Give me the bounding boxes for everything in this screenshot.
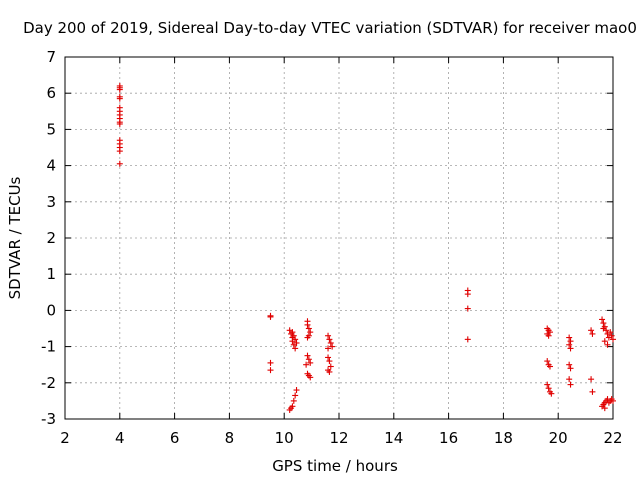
data-point	[567, 338, 574, 345]
data-point	[325, 354, 332, 361]
y-tick-label: 7	[46, 48, 56, 66]
y-axis-label: SDTVAR / TECUs	[6, 176, 24, 299]
data-point	[610, 397, 616, 404]
data-point	[327, 339, 334, 346]
data-point	[545, 332, 552, 339]
data-point	[567, 381, 574, 388]
data-point	[326, 336, 333, 343]
data-point	[599, 316, 606, 323]
data-point	[116, 160, 123, 167]
y-tick-label: -3	[41, 410, 56, 428]
data-point	[326, 358, 333, 365]
data-point	[588, 376, 595, 383]
data-point	[305, 356, 312, 363]
data-point	[464, 291, 471, 298]
x-tick-label: 20	[549, 429, 568, 447]
y-tick-label: 5	[46, 120, 56, 138]
data-point	[289, 329, 296, 336]
data-point	[567, 365, 574, 372]
data-point	[293, 339, 300, 346]
y-tick-label: -2	[41, 374, 56, 392]
data-point	[566, 361, 573, 368]
data-point	[290, 332, 297, 339]
data-point	[600, 320, 607, 327]
x-tick-label: 14	[384, 429, 403, 447]
data-point	[566, 376, 573, 383]
data-point	[292, 345, 299, 352]
y-tick-label: 0	[46, 301, 56, 319]
data-point	[267, 359, 274, 366]
data-point	[267, 313, 274, 320]
data-point	[304, 321, 311, 328]
data-point	[567, 345, 574, 352]
y-tick-label: 6	[46, 84, 56, 102]
y-tick-label: 4	[46, 157, 56, 175]
data-point	[607, 329, 614, 336]
x-tick-label: 2	[60, 429, 70, 447]
x-tick-label: 10	[275, 429, 294, 447]
data-point	[289, 403, 296, 410]
data-point	[267, 367, 274, 374]
x-axis: 2 4 6 8 10 12 14 16 18 20 22	[60, 57, 623, 447]
x-tick-label: 6	[170, 429, 180, 447]
data-point	[608, 332, 615, 339]
data-point	[566, 341, 573, 348]
y-tick-label: 1	[46, 265, 56, 283]
data-point	[305, 325, 312, 332]
y-tick-label: -1	[41, 338, 56, 356]
data-point	[116, 86, 123, 93]
data-point	[544, 381, 551, 388]
data-point	[307, 329, 314, 336]
data-point	[589, 388, 596, 395]
data-point	[293, 387, 300, 394]
data-point	[325, 345, 332, 352]
data-point	[588, 327, 595, 334]
data-point	[601, 405, 608, 412]
data-point	[464, 336, 471, 343]
y-axis: -3 -2 -1 0 1 2 3 4 5 6 7	[41, 48, 613, 428]
x-tick-label: 18	[494, 429, 513, 447]
data-point	[327, 363, 334, 370]
y-tick-label: 3	[46, 193, 56, 211]
x-tick-label: 8	[225, 429, 235, 447]
data-point	[292, 392, 299, 399]
data-points	[116, 82, 616, 413]
chart-title: Day 200 of 2019, Sidereal Day-to-day VTE…	[23, 19, 637, 37]
grid-layer	[65, 57, 613, 419]
data-point	[325, 332, 332, 339]
x-tick-label: 22	[603, 429, 622, 447]
data-point	[116, 148, 123, 155]
data-point	[589, 330, 596, 337]
data-point	[304, 352, 311, 359]
data-point	[116, 95, 123, 102]
data-point	[544, 358, 551, 365]
data-point	[304, 334, 311, 341]
data-point	[303, 361, 310, 368]
data-point	[548, 390, 555, 397]
x-axis-label: GPS time / hours	[272, 457, 398, 475]
data-point	[604, 341, 611, 348]
data-point	[326, 368, 333, 375]
x-tick-label: 12	[329, 429, 348, 447]
data-point	[601, 338, 608, 345]
data-point	[116, 120, 123, 127]
data-point	[329, 343, 336, 350]
data-point	[600, 325, 607, 332]
data-point	[566, 334, 573, 341]
data-point	[546, 363, 553, 370]
data-point	[545, 385, 552, 392]
data-point	[307, 359, 314, 366]
x-tick-label: 4	[115, 429, 125, 447]
y-tick-label: 2	[46, 229, 56, 247]
data-point	[307, 374, 314, 381]
data-point	[464, 305, 471, 312]
data-point	[290, 397, 297, 404]
x-tick-label: 16	[439, 429, 458, 447]
data-point	[610, 336, 616, 343]
data-point	[292, 336, 299, 343]
